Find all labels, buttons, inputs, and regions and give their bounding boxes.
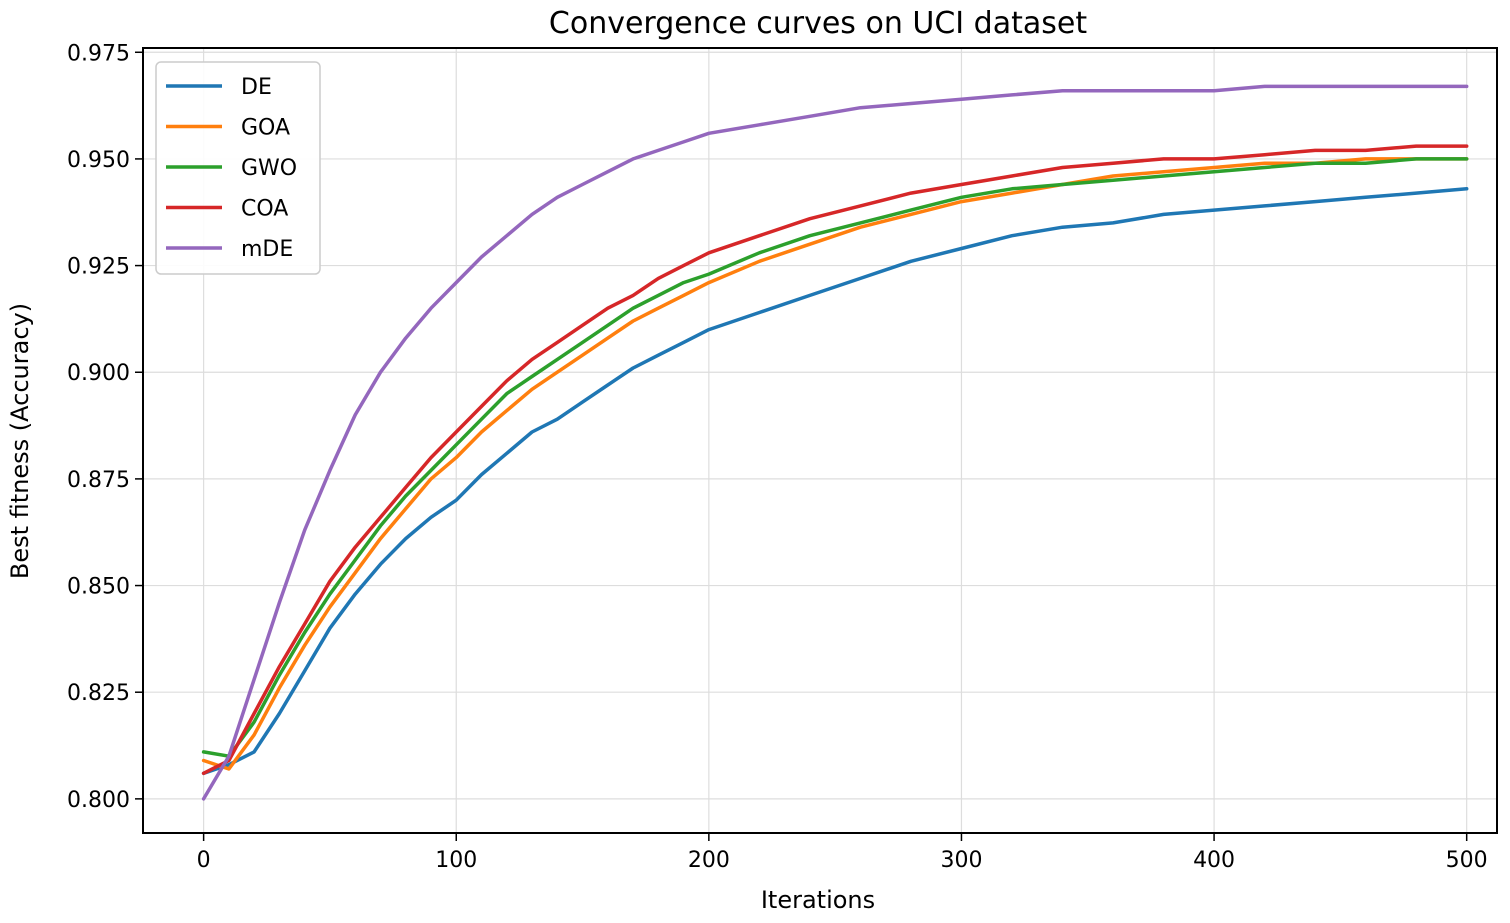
x-tick-label: 200 — [688, 848, 730, 873]
legend: DE GOA GWO COA mDE — [155, 61, 321, 275]
x-axis-label: Iterations — [761, 886, 875, 914]
series-line-goa — [201, 157, 1469, 771]
y-tick-label: 0.850 — [67, 575, 130, 600]
y-tick-label: 0.900 — [67, 361, 130, 386]
series-line-mde — [201, 84, 1469, 801]
y-tick-label: 0.800 — [67, 788, 130, 813]
y-tick-label: 0.925 — [67, 255, 130, 280]
grid — [143, 48, 1497, 833]
series-lines — [201, 84, 1469, 801]
axis-ticks: 0 100 200 300 400 500 0.800 0.825 0.850 0.875 0.90… — [67, 41, 1488, 873]
x-tick-label: 300 — [940, 848, 982, 873]
legend-label: GWO — [241, 156, 297, 181]
y-tick-label: 0.875 — [67, 468, 130, 493]
y-tick-label: 0.975 — [67, 41, 130, 66]
legend-label: mDE — [241, 237, 293, 262]
y-axis-label: Best fitness (Accuracy) — [6, 303, 34, 579]
legend-label: COA — [241, 197, 288, 222]
chart-title: Convergence curves on UCI dataset — [549, 6, 1087, 41]
x-tick-label: 500 — [1446, 848, 1488, 873]
series-line-de — [201, 187, 1469, 776]
plot-frame — [142, 47, 1498, 834]
x-tick-label: 0 — [197, 848, 211, 873]
y-tick-label: 0.825 — [67, 681, 130, 706]
legend-label: GOA — [241, 116, 290, 141]
y-tick-label: 0.950 — [67, 148, 130, 173]
legend-box — [155, 61, 321, 275]
series-line-gwo — [201, 157, 1469, 758]
x-tick-label: 400 — [1193, 848, 1235, 873]
series-line-coa — [201, 144, 1469, 776]
x-tick-label: 100 — [435, 848, 477, 873]
legend-label: DE — [241, 75, 272, 100]
